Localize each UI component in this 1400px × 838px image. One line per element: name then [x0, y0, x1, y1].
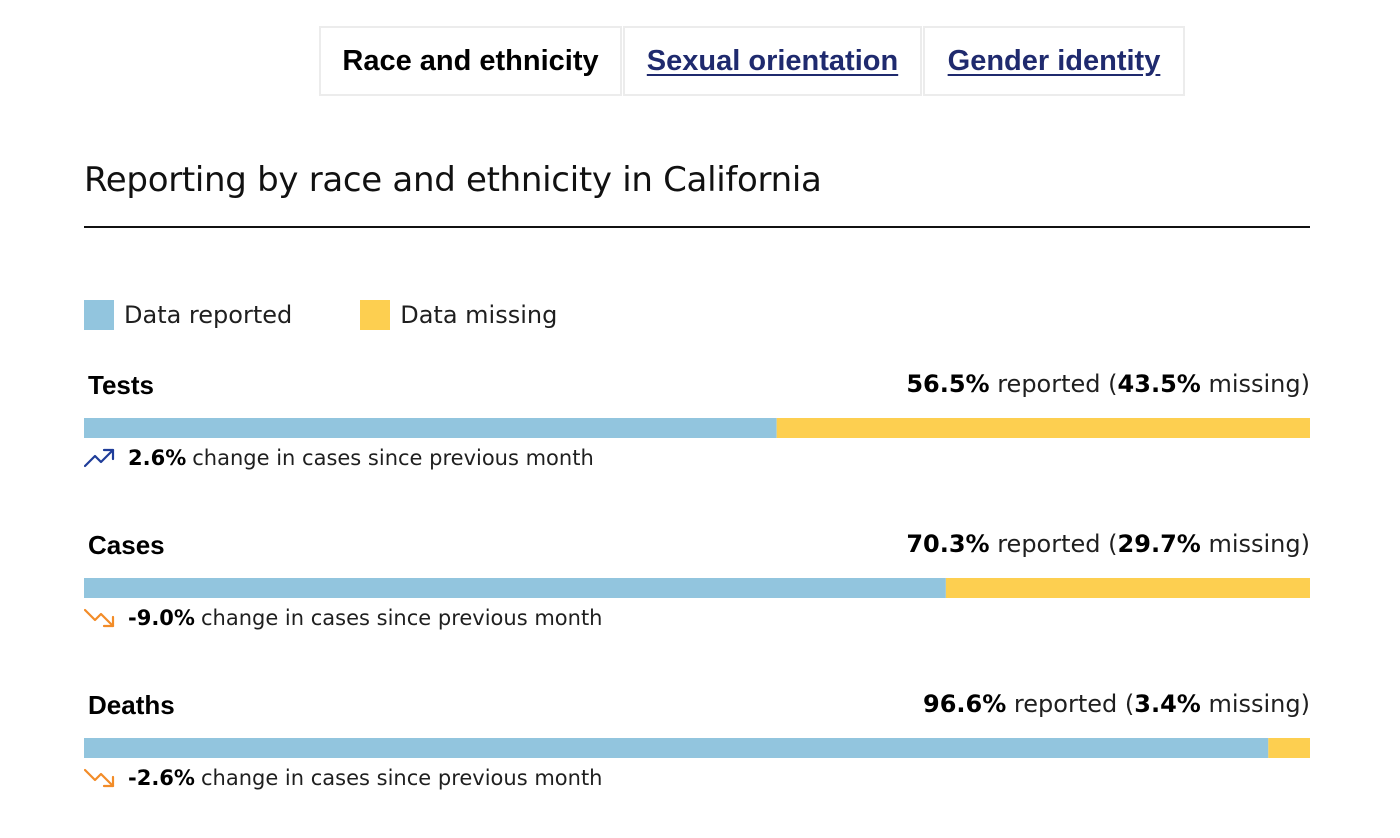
missing-percent: 29.7% [1117, 530, 1201, 558]
change-line-tests: 2.6% change in cases since previous month [83, 446, 594, 470]
close-paren: ) [1300, 530, 1310, 558]
reported-word: reported [1013, 690, 1118, 718]
change-value-cases: -9.0% [128, 606, 195, 630]
legend-swatch-missing [360, 300, 391, 330]
open-paren: ( [1108, 530, 1118, 558]
bar-deaths [84, 738, 1310, 758]
bar-svg-deaths [84, 738, 1310, 758]
page-title: Reporting by race and ethnicity in Calif… [84, 160, 822, 200]
bar-cases [84, 578, 1310, 598]
tab-bar: Race and ethnicity Sexual orientation Ge… [319, 26, 1186, 96]
bar-svg-cases [84, 578, 1310, 598]
trend-down-icon [83, 767, 116, 789]
missing-word: missing [1208, 690, 1301, 718]
reported-word: reported [997, 370, 1101, 398]
close-paren: ) [1300, 370, 1310, 398]
metric-summary-tests: 56.5% reported (43.5% missing) [906, 370, 1310, 398]
chart-legend: Data reported Data missing [84, 300, 625, 330]
trend-down-icon [83, 607, 116, 629]
legend-swatch-reported [84, 300, 114, 330]
legend-item-reported: Data reported [84, 300, 292, 330]
tab-gender-identity[interactable]: Gender identity [923, 26, 1185, 96]
change-line-deaths: -2.6% change in cases since previous mont… [83, 766, 603, 790]
metric-title-tests: Tests [88, 370, 154, 400]
missing-word: missing [1208, 530, 1301, 558]
missing-percent: 3.4% [1134, 690, 1201, 718]
open-paren: ( [1124, 690, 1135, 718]
metric-summary-deaths: 96.6% reported (3.4% missing) [923, 690, 1310, 718]
bar-segment-reported-tests [84, 418, 777, 438]
change-value-deaths: -2.6% [128, 766, 195, 790]
change-suffix: change in cases since previous month [200, 766, 603, 790]
reported-word: reported [997, 530, 1101, 558]
metric-title-cases: Cases [88, 530, 165, 560]
bar-tests [84, 418, 1310, 438]
bar-segment-missing-tests [776, 418, 1310, 438]
change-suffix: change in cases since previous month [200, 606, 603, 630]
title-divider [84, 226, 1310, 228]
change-suffix: change in cases since previous month [192, 446, 594, 470]
tab-sexual-orientation[interactable]: Sexual orientation [623, 26, 922, 96]
trend-up-icon [83, 447, 116, 469]
close-paren: ) [1300, 690, 1310, 718]
bar-segment-reported-cases [84, 578, 946, 598]
metric-row-deaths: Deaths 96.6% reported (3.4% missing) -2.6%… [83, 690, 1310, 810]
missing-word: missing [1208, 370, 1301, 398]
metric-row-tests: Tests 56.5% reported (43.5% missing) 2.6% c… [83, 370, 1310, 490]
reported-percent: 70.3% [906, 530, 990, 558]
bar-segment-missing-deaths [1268, 738, 1310, 758]
legend-label-reported: Data reported [124, 301, 293, 329]
reported-percent: 56.5% [906, 370, 990, 398]
metric-row-cases: Cases 70.3% reported (29.7% missing) -9.0%… [83, 530, 1310, 650]
metric-title-deaths: Deaths [88, 690, 175, 720]
open-paren: ( [1108, 370, 1118, 398]
missing-percent: 43.5% [1117, 370, 1201, 398]
bar-segment-missing-cases [945, 578, 1310, 598]
tab-race-and-ethnicity[interactable]: Race and ethnicity [319, 26, 622, 96]
legend-label-missing: Data missing [400, 301, 558, 329]
bar-svg-tests [84, 418, 1310, 438]
bar-segment-reported-deaths [84, 738, 1269, 758]
reported-percent: 96.6% [923, 690, 1007, 718]
metric-summary-cases: 70.3% reported (29.7% missing) [906, 530, 1310, 558]
legend-item-missing: Data missing [360, 300, 557, 330]
change-value-tests: 2.6% [128, 446, 187, 470]
change-line-cases: -9.0% change in cases since previous mont… [83, 606, 603, 630]
